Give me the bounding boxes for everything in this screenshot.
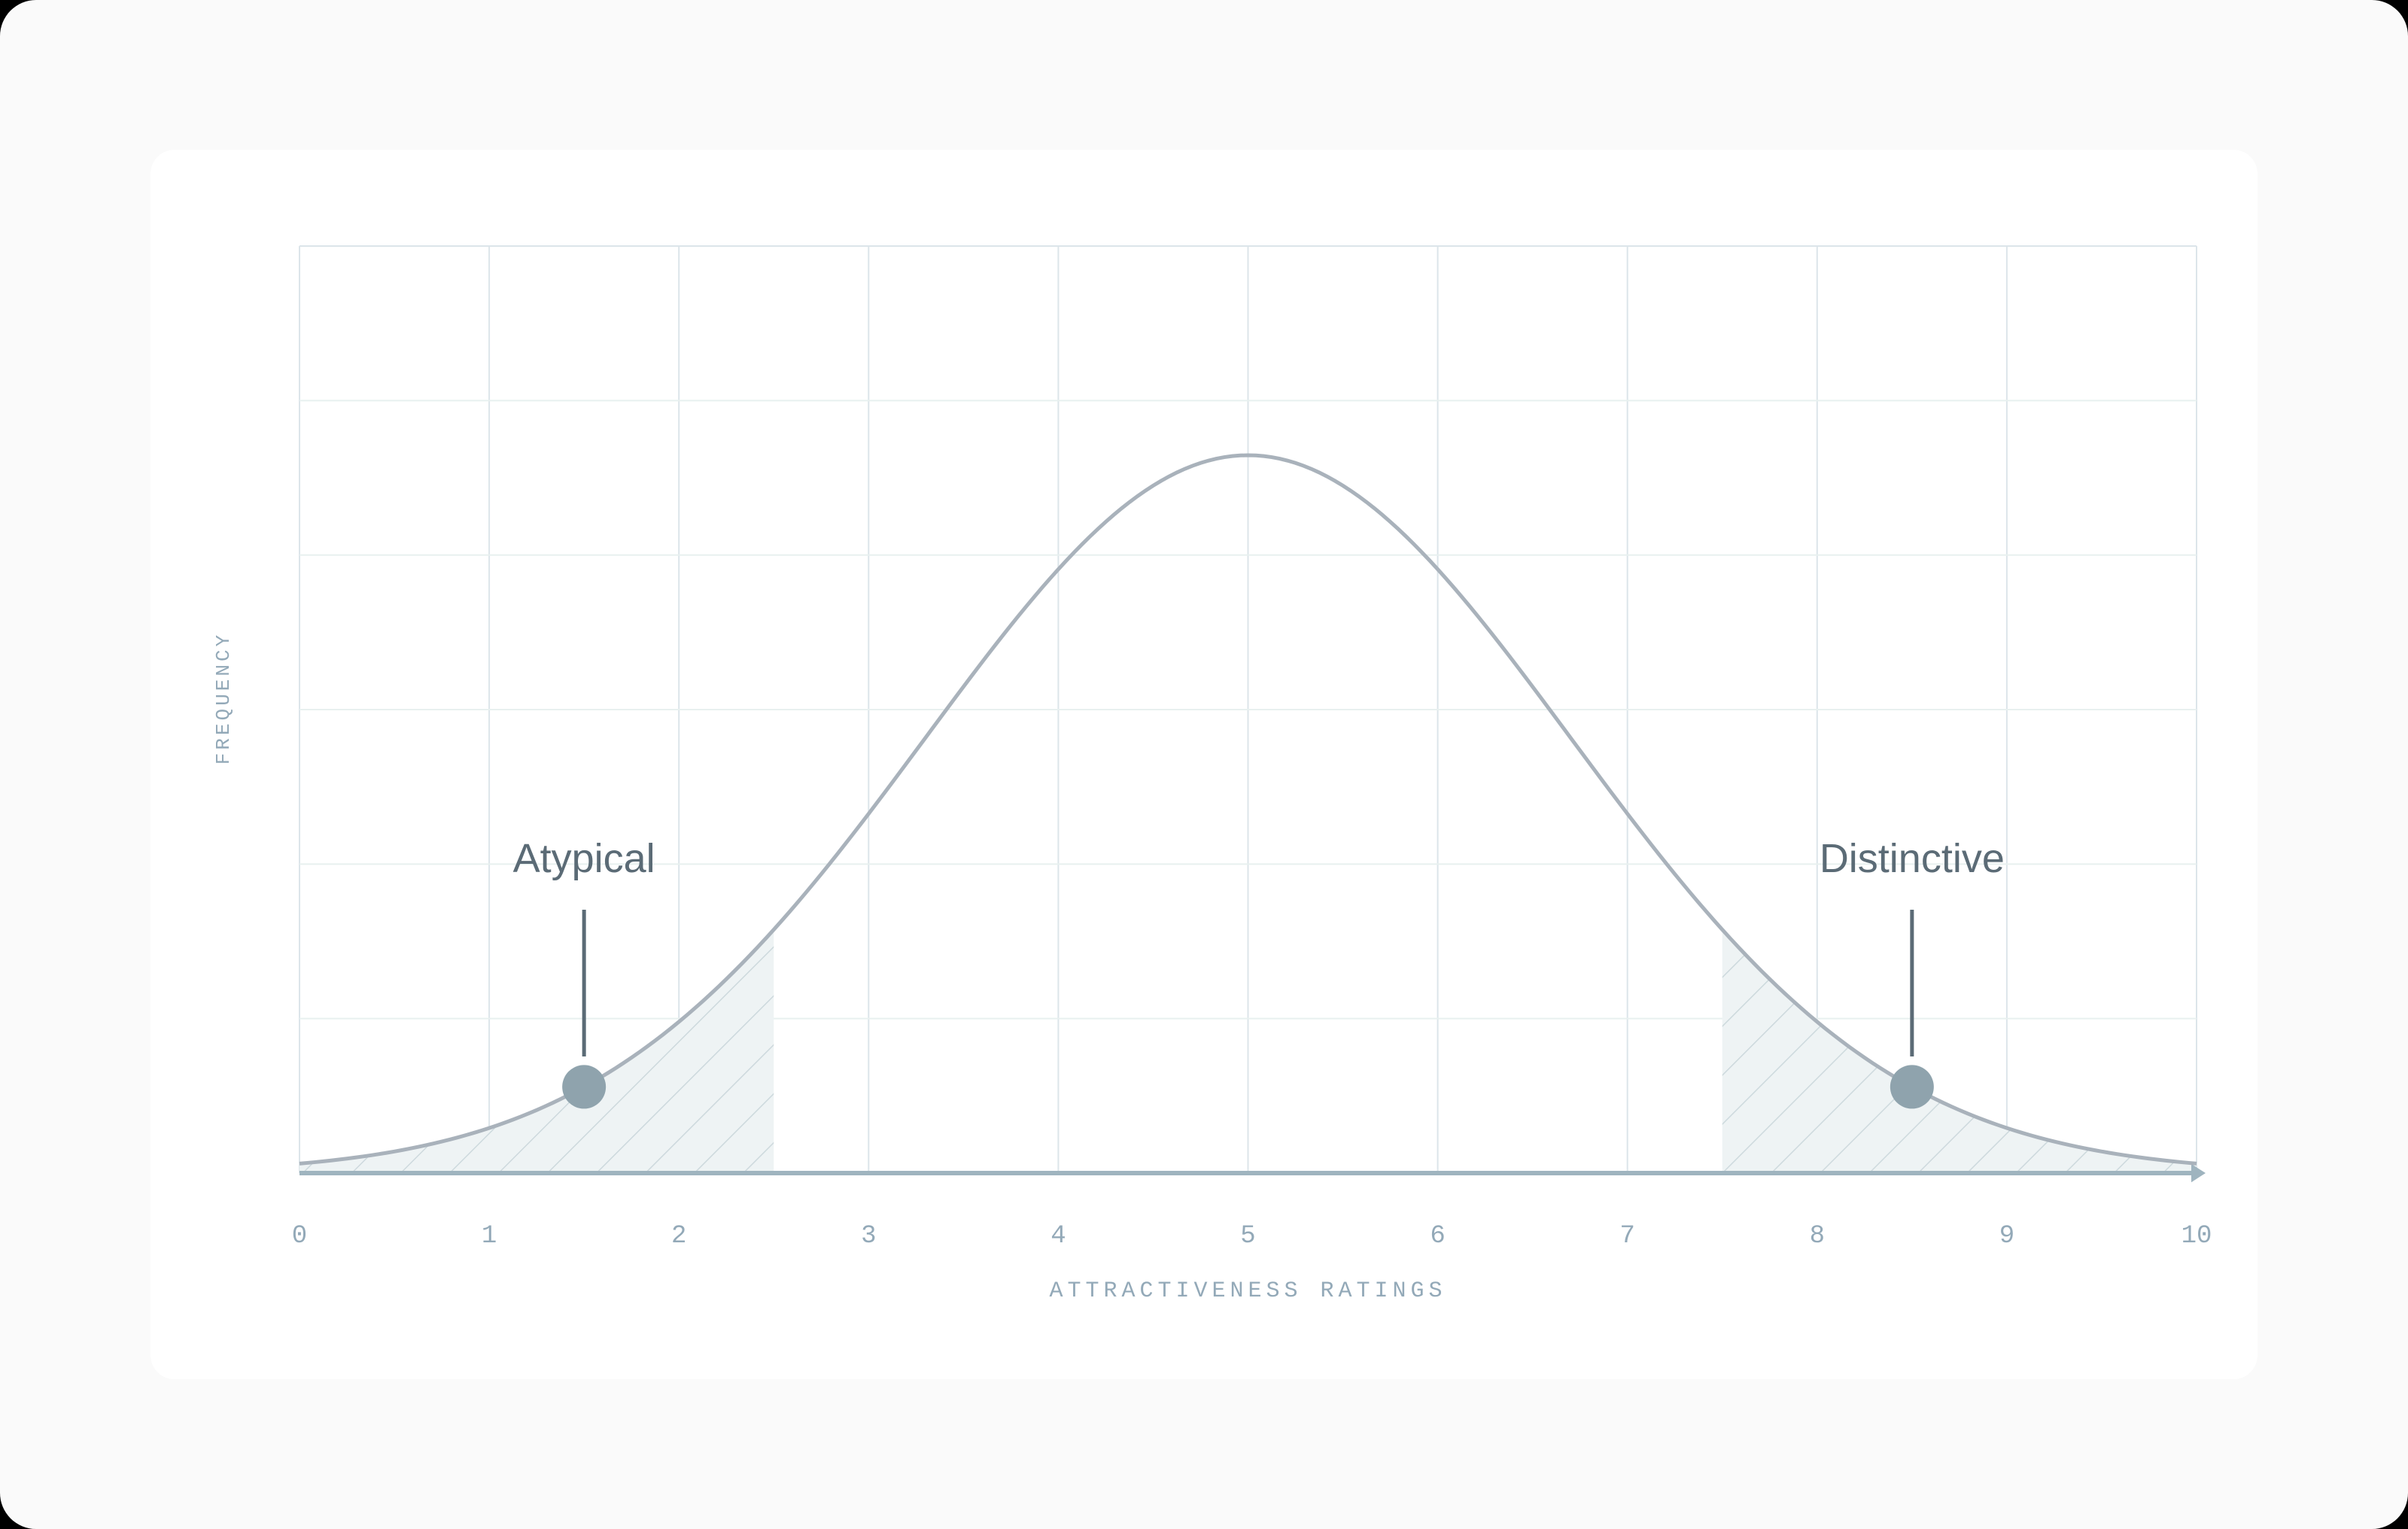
- svg-text:10: 10: [2181, 1222, 2212, 1251]
- svg-text:4: 4: [1050, 1222, 1066, 1251]
- svg-text:6: 6: [1430, 1222, 1445, 1251]
- svg-text:5: 5: [1240, 1222, 1255, 1251]
- svg-text:Distinctive: Distinctive: [1820, 836, 2005, 881]
- svg-text:7: 7: [1619, 1222, 1634, 1251]
- svg-text:1: 1: [482, 1222, 497, 1251]
- svg-text:2: 2: [671, 1222, 686, 1251]
- svg-text:3: 3: [861, 1222, 876, 1251]
- svg-text:9: 9: [1999, 1222, 2014, 1251]
- svg-text:8: 8: [1810, 1222, 1825, 1251]
- svg-text:0: 0: [292, 1222, 307, 1251]
- svg-text:Atypical: Atypical: [513, 836, 655, 881]
